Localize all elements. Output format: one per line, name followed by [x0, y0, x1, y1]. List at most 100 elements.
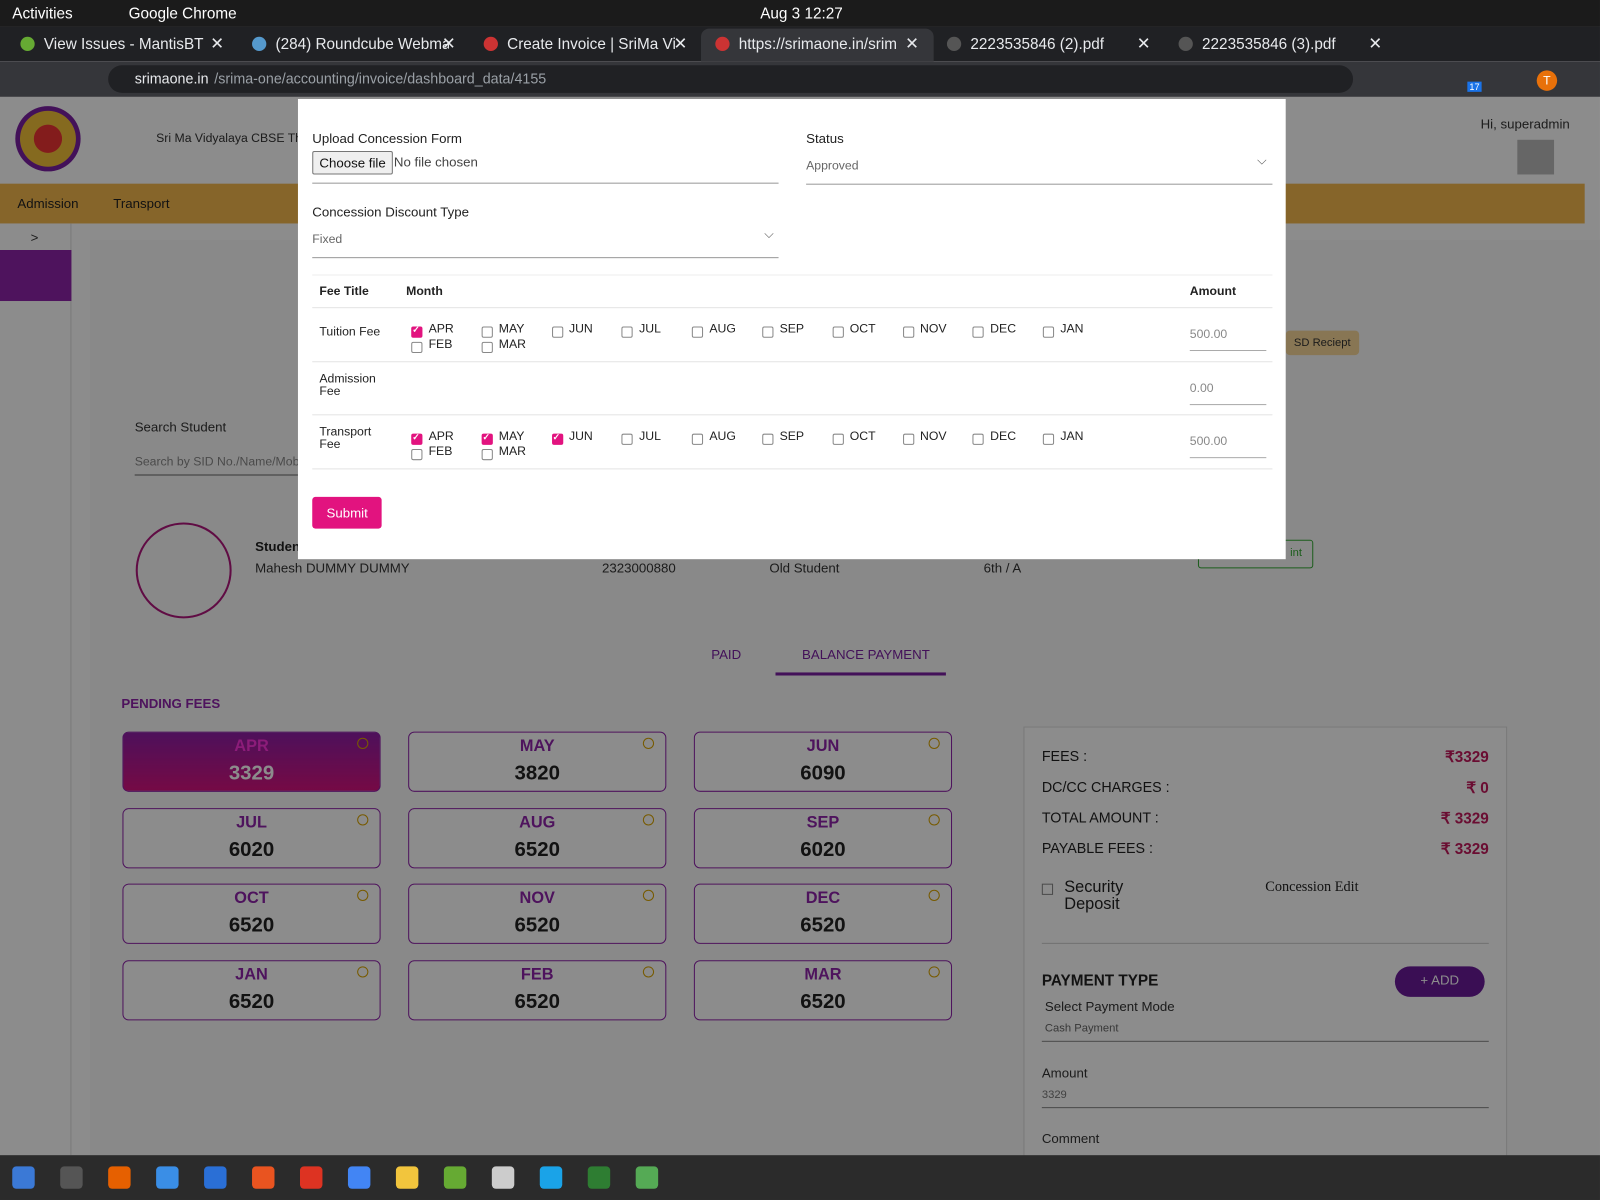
summary-value: ₹ 3329 — [1440, 810, 1489, 828]
taskbar-icon[interactable] — [299, 1166, 323, 1189]
summary-label: PAYABLE FEES : — [1041, 839, 1153, 857]
month-checkbox[interactable] — [621, 433, 634, 445]
fee-card[interactable] — [122, 731, 381, 792]
fee-amount[interactable]: 500.00 — [1189, 327, 1267, 352]
sid: 2323000880 — [602, 560, 676, 576]
submit-btn[interactable]: Submit — [312, 496, 383, 529]
taskbar-icon[interactable] — [252, 1166, 275, 1189]
fee-card[interactable] — [122, 884, 381, 945]
month-checkbox[interactable] — [692, 433, 704, 445]
taskbar-icon[interactable] — [60, 1166, 83, 1189]
activities: Activities — [12, 5, 73, 23]
month-checkbox[interactable] — [902, 433, 914, 445]
month-checkbox[interactable] — [1043, 433, 1055, 445]
fee-card[interactable] — [408, 731, 667, 792]
sidebar-active[interactable] — [0, 249, 72, 302]
month-checkbox[interactable] — [481, 433, 493, 445]
nav-item[interactable]: Admission — [17, 195, 79, 212]
month-checkbox[interactable] — [481, 448, 493, 461]
check-mark: ✓ — [412, 324, 420, 335]
amount-input[interactable]: 3329 — [1041, 1089, 1489, 1109]
month-checkbox[interactable] — [411, 433, 423, 445]
taskbar-icon[interactable] — [395, 1166, 419, 1189]
month-label: JAN — [1060, 321, 1084, 336]
taskbar-icon[interactable] — [539, 1166, 563, 1189]
table-header: Month — [406, 283, 443, 298]
page-tab[interactable]: PAID — [711, 646, 742, 663]
month-label: APR — [428, 321, 454, 336]
nav-item[interactable]: Transport — [113, 195, 170, 212]
fee-card[interactable] — [408, 884, 667, 945]
month-label: APR — [428, 428, 454, 443]
month-checkbox[interactable] — [902, 326, 914, 338]
taskbar-icon[interactable] — [587, 1166, 611, 1189]
fee-card[interactable] — [122, 807, 381, 869]
url-box[interactable] — [108, 65, 1354, 93]
status-select[interactable]: Approved — [806, 158, 1273, 185]
month-checkbox[interactable] — [481, 341, 493, 354]
student-name: Mahesh DUMMY DUMMY — [255, 560, 410, 576]
tab-close: ✕ — [905, 35, 919, 54]
active-tab[interactable] — [701, 28, 934, 62]
month-checkbox[interactable] — [972, 433, 985, 445]
fee-card-month: SEP — [806, 813, 840, 832]
taskbar-icon[interactable] — [12, 1166, 35, 1189]
taskbar-icon[interactable] — [635, 1166, 659, 1189]
fee-amount[interactable]: 0.00 — [1189, 380, 1267, 405]
table-line — [312, 307, 1273, 309]
fee-card[interactable] — [693, 960, 953, 1021]
month-checkbox[interactable] — [481, 326, 493, 338]
tab-title[interactable]: View Issues - MantisBT — [43, 35, 204, 54]
fee-card[interactable] — [693, 731, 953, 792]
month-checkbox[interactable] — [411, 448, 423, 461]
month-checkbox[interactable] — [762, 326, 774, 338]
tab-icon — [252, 36, 267, 52]
taskbar-icon[interactable] — [108, 1166, 131, 1189]
taskbar-icon[interactable] — [204, 1166, 227, 1189]
fee-card[interactable] — [122, 960, 381, 1021]
checkbox[interactable] — [1041, 883, 1054, 895]
add-btn[interactable]: + ADD — [1394, 966, 1485, 997]
search-input[interactable]: Search by SID No./Name/Mob — [134, 454, 298, 476]
summary-label: FEES : — [1041, 747, 1088, 765]
taskbar-icon[interactable] — [347, 1166, 371, 1189]
fee-card[interactable] — [693, 884, 953, 945]
month-checkbox[interactable] — [551, 433, 563, 445]
tab-title[interactable]: 2223535846 (2).pdf — [970, 35, 1105, 54]
fee-amount[interactable]: 500.00 — [1189, 434, 1267, 459]
tab-title[interactable]: https://srimaone.in/srim — [738, 35, 897, 54]
check-mark: ✓ — [552, 431, 561, 442]
fee-card[interactable] — [408, 960, 667, 1021]
fee-card[interactable] — [408, 807, 667, 869]
month-checkbox[interactable] — [1043, 326, 1055, 338]
page-tab[interactable]: BALANCE PAYMENT — [802, 646, 930, 663]
taskbar-icon[interactable] — [443, 1166, 467, 1189]
month-checkbox[interactable] — [832, 326, 844, 338]
url-host: srimaone.in — [134, 70, 209, 87]
choose-file[interactable]: Choose file — [312, 151, 393, 175]
fee-card[interactable] — [693, 807, 953, 869]
summary-value: ₹ 0 — [1466, 779, 1489, 797]
month-checkbox[interactable] — [832, 433, 844, 445]
month-checkbox[interactable] — [692, 326, 704, 338]
taskbar-icon[interactable] — [156, 1166, 179, 1189]
month-checkbox[interactable] — [411, 341, 423, 354]
fee-card-amount: 6020 — [228, 838, 275, 861]
tab-title[interactable]: Create Invoice | SriMa Vi — [507, 35, 676, 54]
month-checkbox[interactable] — [621, 326, 634, 338]
discount-select[interactable]: Fixed — [312, 232, 779, 259]
sd-receipt[interactable]: SD Reciept — [1285, 330, 1359, 356]
mode-select[interactable]: Cash Payment — [1041, 1022, 1489, 1042]
month-checkbox[interactable] — [551, 326, 563, 338]
tab-title[interactable]: (284) Roundcube Webma — [275, 35, 449, 54]
tab-title[interactable]: 2223535846 (3).pdf — [1202, 35, 1336, 54]
taskbar-icon[interactable] — [491, 1166, 515, 1189]
month-checkbox[interactable] — [762, 433, 774, 445]
divider — [1041, 942, 1489, 944]
info-icon — [642, 813, 655, 826]
concession-edit[interactable]: Concession Edit — [1265, 879, 1359, 895]
month-checkbox[interactable] — [411, 326, 423, 338]
month-checkbox[interactable] — [972, 326, 985, 338]
month-label: SEP — [779, 321, 805, 336]
